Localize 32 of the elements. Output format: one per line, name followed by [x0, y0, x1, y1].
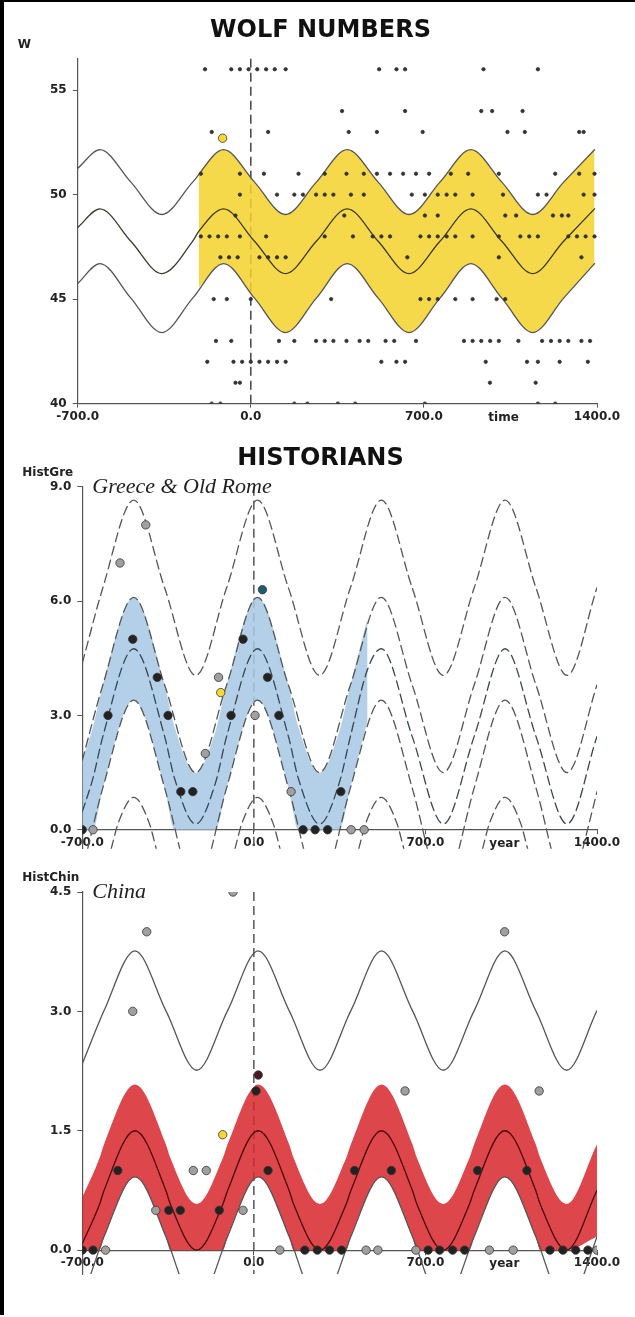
y-tick-label: 0.0 [49, 1242, 72, 1257]
y-axis-title: HistGre [22, 464, 74, 479]
y-tick-label: 6.0 [49, 593, 72, 608]
chart-subtitle: Greece & Old Rome [92, 472, 272, 498]
y-tick-label: 50 [50, 186, 67, 201]
x-tick-label: 700.0 [406, 1255, 445, 1270]
chart-title: HISTORIANS [237, 442, 404, 471]
chart-subtitle: China [92, 878, 147, 903]
x-tick-label: 700.0 [406, 835, 445, 850]
y-tick-label: 0.0 [49, 821, 72, 836]
x-axis-title: year [489, 1256, 520, 1271]
chart-title: WOLF NUMBERS [210, 14, 431, 43]
x-axis-title: year [489, 835, 520, 850]
x-tick-label: 0.0 [243, 835, 265, 850]
y-tick-label: 40 [50, 395, 67, 410]
y-tick-label: 1.5 [49, 1122, 72, 1137]
x-tick-label: 1400.0 [573, 408, 621, 423]
x-tick-label: -700.0 [56, 408, 100, 423]
y-tick-label: 4.5 [49, 884, 72, 899]
x-tick-label: 0.0 [240, 408, 262, 423]
x-tick-label: 1400.0 [573, 1255, 621, 1270]
x-tick-label: 1400.0 [573, 835, 621, 850]
y-tick-label: 9.0 [49, 478, 72, 493]
y-tick-label: 3.0 [49, 1003, 72, 1018]
y-tick-label: 55 [50, 82, 67, 97]
y-axis-title: HistChin [22, 870, 80, 885]
y-tick-label: 3.0 [49, 707, 72, 722]
x-tick-label: 700.0 [404, 408, 443, 423]
y-tick-label: 45 [50, 291, 67, 306]
x-tick-label: 0.0 [243, 1255, 265, 1270]
y-axis-title: W [17, 36, 31, 51]
x-axis-title: time [488, 409, 519, 424]
